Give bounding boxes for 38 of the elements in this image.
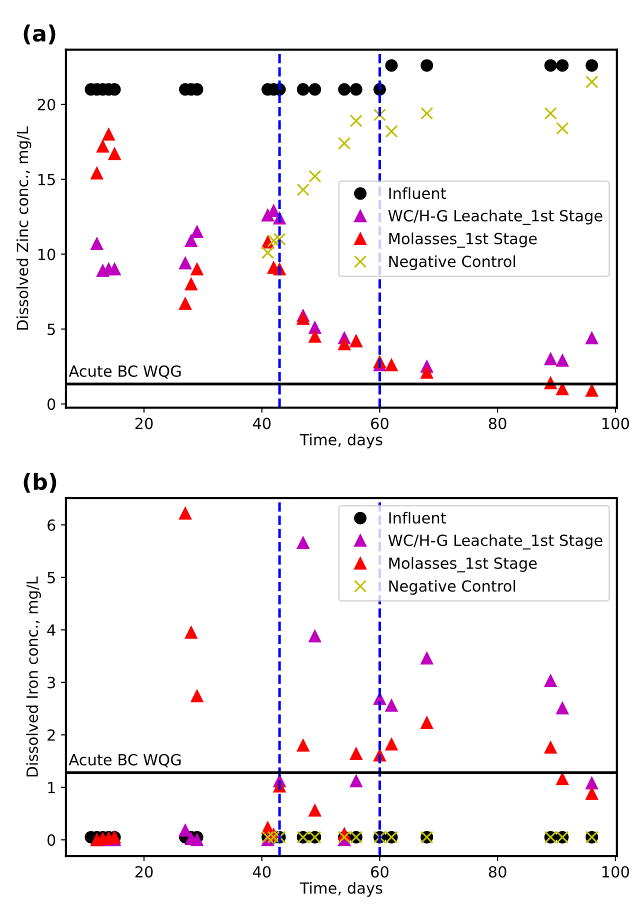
legend-label: Influent bbox=[389, 187, 446, 200]
y-tick-label: 2 bbox=[48, 729, 55, 741]
y-tick-label: 0 bbox=[48, 398, 56, 410]
y-tick-label: 20 bbox=[38, 98, 56, 110]
x-tick-label: 100 bbox=[602, 418, 629, 430]
x-tick-label: 40 bbox=[252, 866, 271, 878]
y-tick-label: 3 bbox=[48, 676, 55, 688]
y-tick-label: 0 bbox=[48, 834, 56, 846]
legend-label: Negative Control bbox=[389, 255, 516, 270]
y-tick-label: 6 bbox=[48, 519, 56, 531]
legend-label: WC/H-G Leachate_1st Stage bbox=[388, 534, 602, 550]
x-axis-title: Time, days bbox=[300, 882, 382, 897]
y-tick-label: 5 bbox=[48, 324, 55, 336]
x-tick-label: 100 bbox=[602, 866, 629, 878]
ref-line-label: Acute BC WQG bbox=[68, 754, 181, 768]
legend-label: Molasses_1st Stage bbox=[389, 232, 537, 248]
x-axis-title: Time, days bbox=[300, 434, 382, 448]
y-tick-label: 10 bbox=[38, 248, 56, 260]
x-tick-label: 40 bbox=[252, 418, 271, 430]
y-axis-title: Dissolved Zinc conc., mg/L bbox=[16, 126, 32, 330]
x-tick-label: 20 bbox=[135, 418, 153, 430]
x-tick-label: 20 bbox=[135, 866, 153, 878]
chart-title: (b) bbox=[24, 472, 56, 493]
y-tick-label: 5 bbox=[48, 572, 55, 584]
y-tick-label: 15 bbox=[38, 174, 55, 186]
legend-label: Negative Control bbox=[389, 580, 516, 595]
legend-label: Influent bbox=[389, 512, 446, 524]
x-tick-label: 60 bbox=[371, 418, 388, 430]
x-tick-label: 60 bbox=[371, 866, 388, 878]
ref-line-label: Acute BC WQG bbox=[68, 365, 181, 379]
x-tick-label: 80 bbox=[488, 418, 506, 430]
legend-label: WC/H-G Leachate_1st Stage bbox=[388, 210, 602, 225]
y-axis-title: Dissolved Iron conc., mg/L bbox=[26, 576, 41, 776]
y-tick-label: 4 bbox=[47, 624, 56, 636]
x-tick-label: 80 bbox=[488, 866, 506, 878]
y-tick-label: 1 bbox=[48, 782, 55, 794]
legend-label: Molasses_1st Stage bbox=[389, 557, 537, 572]
chart-title: (a) bbox=[24, 24, 56, 44]
